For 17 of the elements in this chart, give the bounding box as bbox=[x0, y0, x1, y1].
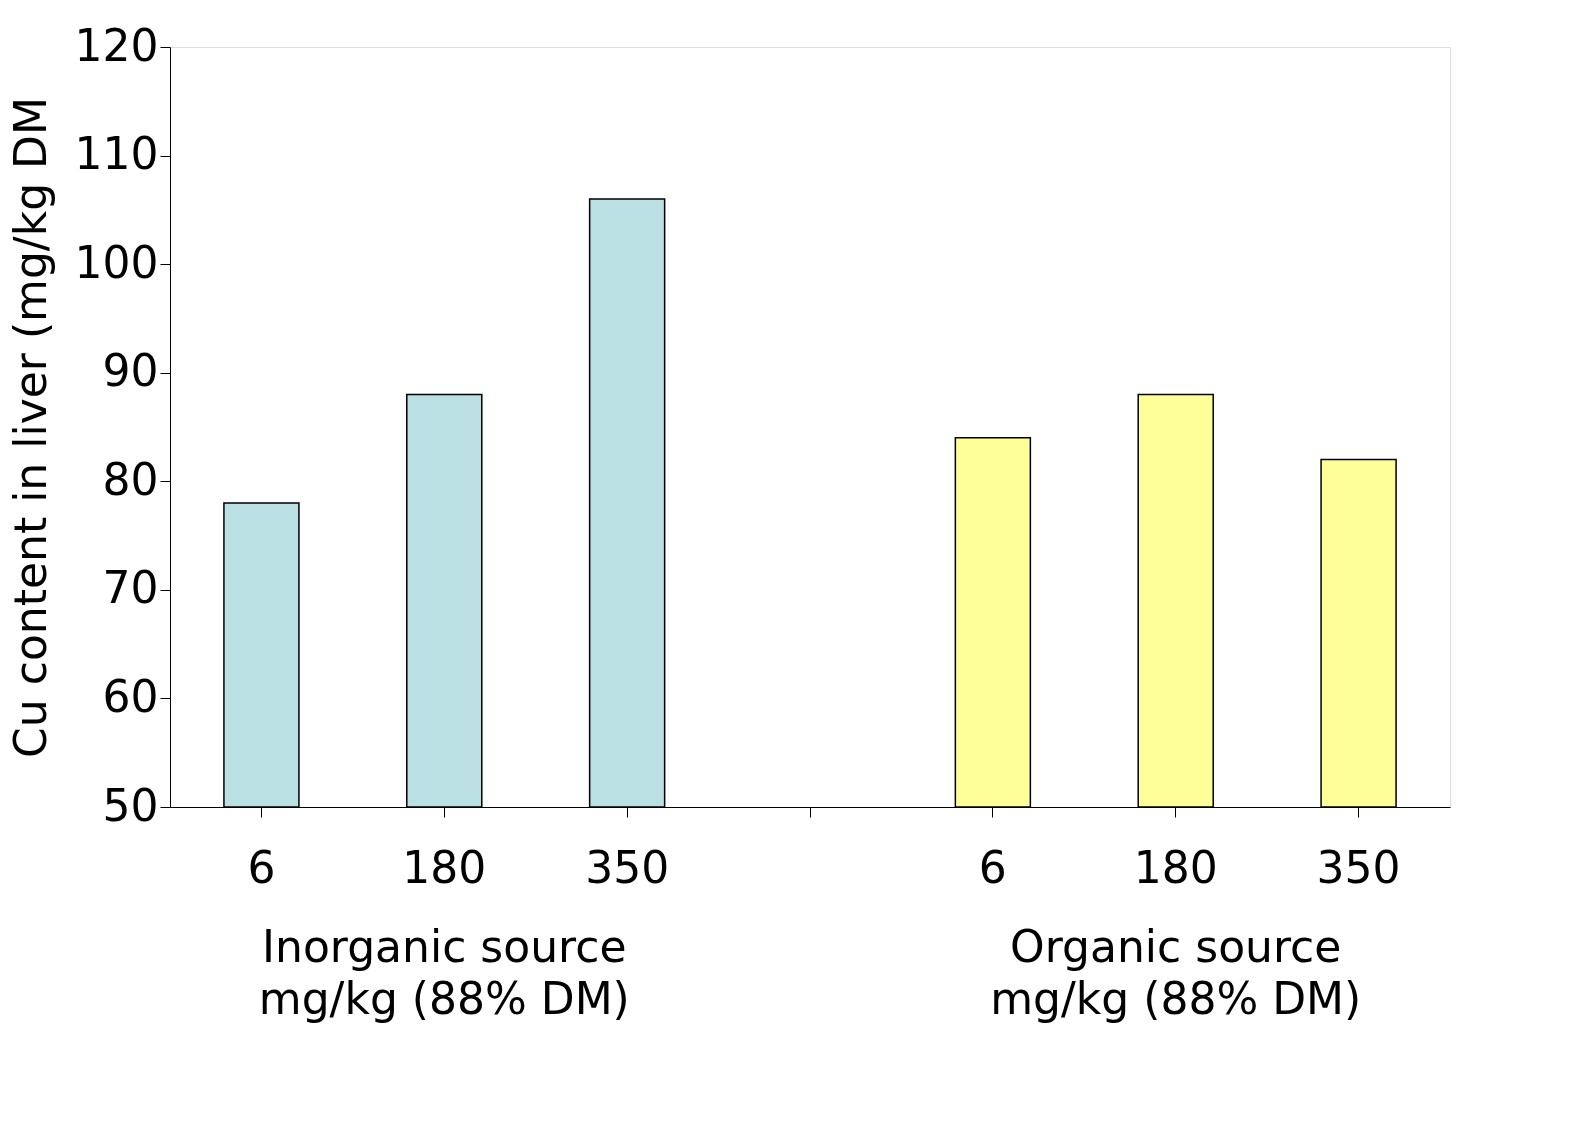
y-tick-label: 110 bbox=[74, 128, 159, 180]
y-tick-label: 90 bbox=[102, 345, 159, 397]
x-tick-label: 350 bbox=[585, 841, 670, 893]
x-tick-label: 6 bbox=[978, 841, 1007, 893]
text: Inorganic source mg/kg (88% DM) bbox=[258, 921, 630, 1024]
x-tick-label: 6 bbox=[247, 841, 276, 893]
y-axis-title: Cu content in liver (mg/kg DM bbox=[4, 97, 56, 758]
y-tick-label: 80 bbox=[102, 453, 159, 505]
y-tick-label: 60 bbox=[102, 670, 159, 722]
x-tick-label: 350 bbox=[1316, 841, 1401, 893]
x-tick-label: 180 bbox=[402, 841, 487, 893]
y-tick-label: 70 bbox=[102, 562, 159, 614]
text: Organic source mg/kg (88% DM) bbox=[990, 921, 1362, 1024]
x-tick-label: 180 bbox=[1133, 841, 1218, 893]
y-tick-label: 120 bbox=[74, 19, 159, 71]
y-tick-label: 100 bbox=[74, 236, 159, 288]
y-tick-label: 50 bbox=[102, 779, 159, 831]
